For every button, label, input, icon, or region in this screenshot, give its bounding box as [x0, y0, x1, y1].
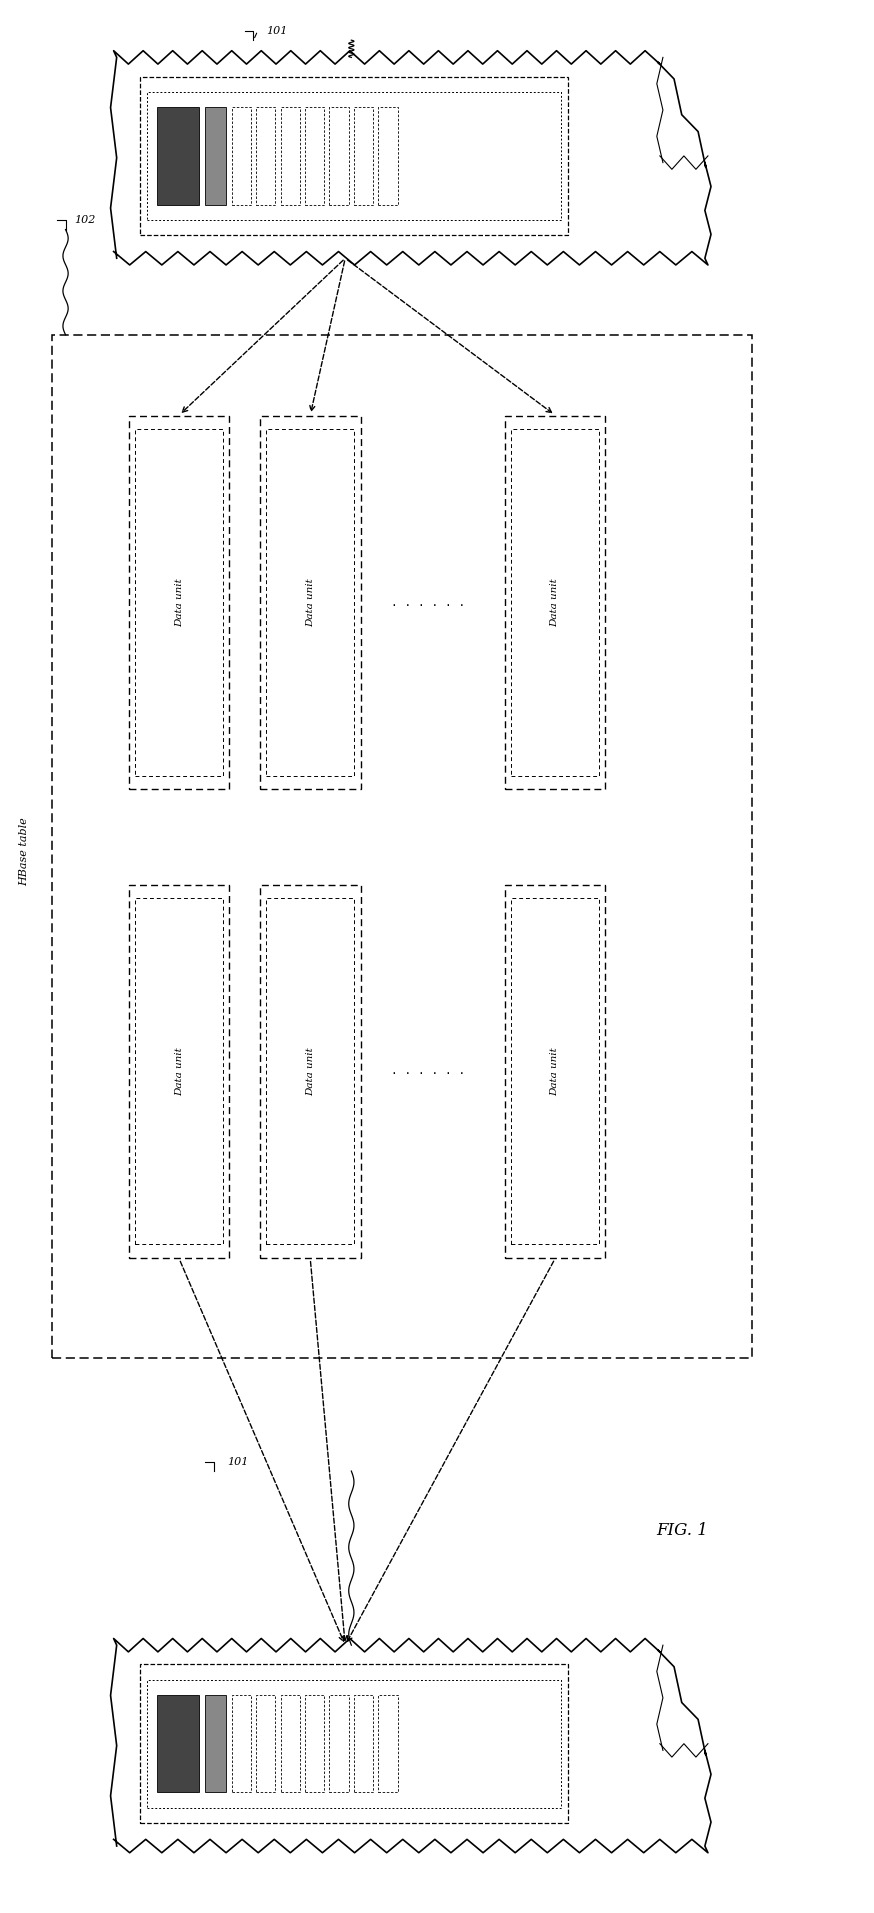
FancyBboxPatch shape [205, 1695, 226, 1792]
FancyBboxPatch shape [505, 417, 605, 788]
Text: Data unit: Data unit [551, 578, 559, 627]
Text: 101: 101 [267, 25, 288, 36]
FancyBboxPatch shape [260, 417, 360, 788]
FancyBboxPatch shape [157, 107, 199, 205]
Text: HBase table: HBase table [19, 817, 30, 886]
FancyBboxPatch shape [260, 884, 360, 1259]
Text: FIG. 1: FIG. 1 [656, 1523, 708, 1538]
FancyBboxPatch shape [140, 1664, 568, 1823]
Text: . . . . . .: . . . . . . [392, 597, 465, 608]
FancyBboxPatch shape [505, 884, 605, 1259]
Text: 102: 102 [74, 214, 95, 226]
FancyBboxPatch shape [129, 884, 229, 1259]
Text: Data unit: Data unit [175, 578, 184, 627]
Text: . . . . . .: . . . . . . [392, 1066, 465, 1077]
Text: Data unit: Data unit [551, 1046, 559, 1096]
Text: Data unit: Data unit [175, 1046, 184, 1096]
Text: Data unit: Data unit [306, 1046, 315, 1096]
Text: Data unit: Data unit [306, 578, 315, 627]
FancyBboxPatch shape [129, 417, 229, 788]
FancyBboxPatch shape [205, 107, 226, 205]
Text: 101: 101 [227, 1456, 248, 1467]
FancyBboxPatch shape [157, 1695, 199, 1792]
FancyBboxPatch shape [140, 77, 568, 235]
